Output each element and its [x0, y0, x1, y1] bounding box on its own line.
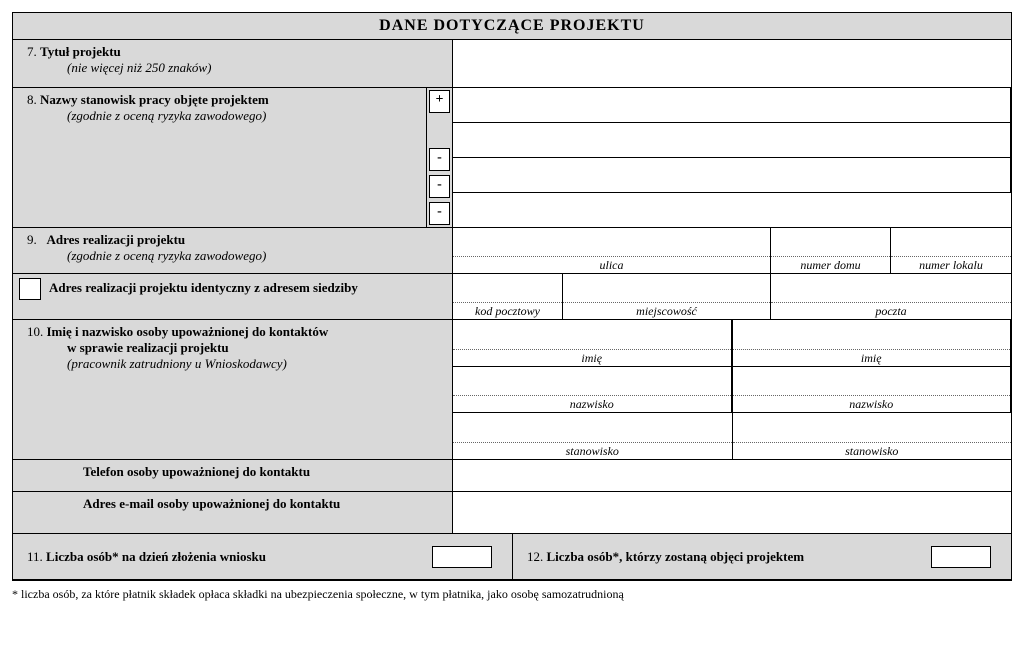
- value-7[interactable]: [453, 40, 1011, 88]
- label-7: 7. Tytuł projektu (nie więcej niż 250 zn…: [13, 40, 453, 88]
- label-9-checkbox: Adres realizacji projektu identyczny z a…: [13, 274, 453, 320]
- value-8-4[interactable]: [453, 193, 1011, 228]
- label-12: 12. Liczba osób*, którzy zostaną objęci …: [513, 534, 1011, 580]
- num-8: 8.: [27, 92, 37, 107]
- row-7: 7. Tytuł projektu (nie więcej niż 250 zn…: [13, 40, 1011, 88]
- title-8: Nazwy stanowisk pracy objęte projektem: [40, 92, 269, 107]
- count-11-input[interactable]: [432, 546, 492, 568]
- remove-button-2[interactable]: -: [429, 175, 450, 198]
- form-container: DANE DOTYCZĄCE PROJEKTU 7. Tytuł projekt…: [12, 12, 1012, 581]
- row-10-email: Adres e-mail osoby upoważnionej do konta…: [13, 492, 1011, 534]
- title-9: Adres realizacji projektu: [47, 232, 186, 247]
- value-8-3[interactable]: [453, 158, 1011, 193]
- value-9-kod[interactable]: kod pocztowy: [453, 274, 563, 320]
- hint-9: (zgodnie z oceną ryzyka zawodowego): [27, 248, 266, 264]
- value-8-2[interactable]: [453, 123, 1011, 158]
- email-label: Adres e-mail osoby upoważnionej do konta…: [27, 496, 340, 512]
- value-9-miejscowosc[interactable]: miejscowość: [563, 274, 771, 320]
- row-10-phone: Telefon osoby upoważnionej do kontaktu: [13, 460, 1011, 492]
- hint-7: (nie więcej niż 250 znaków): [27, 60, 211, 76]
- remove-button-1[interactable]: -: [429, 148, 450, 171]
- label-10: 10. Imię i nazwisko osoby upoważnionej d…: [13, 320, 453, 460]
- value-9-poczta[interactable]: poczta: [771, 274, 1011, 320]
- same-address-text: Adres realizacji projektu identyczny z a…: [49, 278, 358, 296]
- row-9a: 9. Adres realizacji projektu (zgodnie z …: [13, 228, 1011, 274]
- value-10-nazwisko-1[interactable]: nazwisko: [453, 367, 732, 414]
- hint-8: (zgodnie z oceną ryzyka zawodowego): [27, 108, 266, 124]
- num-10: 10.: [27, 324, 43, 339]
- row-11-12: 11. Liczba osób* na dzień złożenia wnios…: [13, 534, 1011, 580]
- value-10-phone[interactable]: [453, 460, 1011, 492]
- add-button[interactable]: +: [429, 90, 450, 113]
- caption-poczta: poczta: [771, 302, 1011, 319]
- value-10-nazwisko-2[interactable]: nazwisko: [733, 367, 1012, 414]
- caption-ulica: ulica: [453, 256, 770, 273]
- value-10-stanowisko-2[interactable]: stanowisko: [733, 413, 1012, 460]
- caption-imie-1: imię: [453, 349, 731, 366]
- value-9-ulica[interactable]: ulica: [453, 228, 771, 274]
- values-10-grid: imię nazwisko stanowisko imię: [453, 320, 1011, 460]
- remove-button-3[interactable]: -: [429, 202, 450, 225]
- caption-kod: kod pocztowy: [453, 302, 562, 319]
- caption-nazwisko-2: nazwisko: [733, 395, 1011, 412]
- footnote: * liczba osób, za które płatnik składek …: [12, 587, 1012, 602]
- label-11: 11. Liczba osób* na dzień złożenia wnios…: [13, 534, 513, 580]
- caption-stanowisko-1: stanowisko: [453, 442, 732, 459]
- title-7: Tytuł projektu: [40, 44, 121, 59]
- caption-numer-lokalu: numer lokalu: [891, 256, 1011, 273]
- phone-label: Telefon osoby upoważnionej do kontaktu: [27, 464, 310, 480]
- caption-nazwisko-1: nazwisko: [453, 395, 731, 412]
- num-11: 11.: [27, 549, 43, 564]
- value-9-numer-domu[interactable]: numer domu: [771, 228, 891, 274]
- label-10-phone: Telefon osoby upoważnionej do kontaktu: [13, 460, 453, 492]
- hint-10: (pracownik zatrudniony u Wnioskodawcy): [27, 356, 287, 372]
- caption-stanowisko-2: stanowisko: [733, 442, 1012, 459]
- plus-minus-col: + - - -: [427, 88, 453, 228]
- caption-imie-2: imię: [733, 349, 1011, 366]
- num-12: 12.: [527, 549, 543, 564]
- num-7: 7.: [27, 44, 37, 59]
- title-11: Liczba osób* na dzień złożenia wniosku: [46, 549, 266, 564]
- value-9-numer-lokalu[interactable]: numer lokalu: [891, 228, 1011, 274]
- row-8: 8. Nazwy stanowisk pracy objęte projekte…: [13, 88, 1011, 228]
- section-header: DANE DOTYCZĄCE PROJEKTU: [13, 13, 1011, 40]
- value-8-1[interactable]: [453, 88, 1011, 123]
- row-10: 10. Imię i nazwisko osoby upoważnionej d…: [13, 320, 1011, 460]
- label-10-email: Adres e-mail osoby upoważnionej do konta…: [13, 492, 453, 534]
- label-8: 8. Nazwy stanowisk pracy objęte projekte…: [13, 88, 427, 228]
- count-12-input[interactable]: [931, 546, 991, 568]
- title-12: Liczba osób*, którzy zostaną objęci proj…: [547, 549, 805, 564]
- caption-miejscowosc: miejscowość: [563, 302, 770, 319]
- num-9: 9.: [27, 232, 37, 247]
- row-9b: Adres realizacji projektu identyczny z a…: [13, 274, 1011, 320]
- values-8: [453, 88, 1011, 228]
- value-10-stanowisko-1[interactable]: stanowisko: [453, 413, 732, 460]
- same-address-checkbox[interactable]: [19, 278, 41, 300]
- value-10-imie-2[interactable]: imię: [733, 320, 1012, 367]
- value-10-email[interactable]: [453, 492, 1011, 534]
- value-10-imie-1[interactable]: imię: [453, 320, 732, 367]
- label-9: 9. Adres realizacji projektu (zgodnie z …: [13, 228, 453, 274]
- title-10-l1: Imię i nazwisko osoby upoważnionej do ko…: [47, 324, 329, 339]
- caption-numer-domu: numer domu: [771, 256, 890, 273]
- title-10-l2: w sprawie realizacji projektu: [27, 340, 229, 356]
